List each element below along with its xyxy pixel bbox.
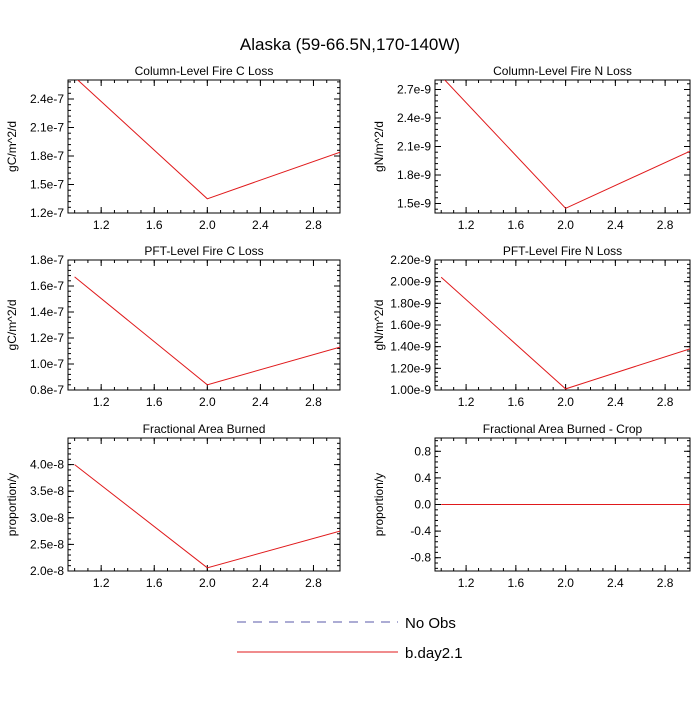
y-tick-label: 2.00e-9 [390, 275, 431, 289]
x-tick-label: 1.6 [508, 576, 525, 590]
plot-frame [67, 437, 341, 572]
y-tick-label: 2.1e-7 [30, 121, 64, 135]
x-tick-label: 2.8 [657, 218, 674, 232]
x-tick-label: 2.4 [607, 218, 624, 232]
panel-2: Column-Level Fire N Loss gN/m^2/d 1.2 1.6 2.… [372, 64, 691, 232]
y-tick-label: 2.4e-7 [30, 92, 64, 106]
x-tick-label: 2.0 [199, 218, 216, 232]
x-tick-label: 1.2 [458, 576, 475, 590]
y-tick-label: -0.4 [410, 524, 431, 538]
series-line-1 [74, 276, 340, 386]
panel-1: Column-Level Fire C Loss gC/m^2/d 1.2 1.6 2.… [5, 64, 341, 232]
y-tick-label: 1.5e-7 [30, 178, 64, 192]
y-tick-label: 3.0e-8 [30, 511, 64, 525]
panel-title: PFT-Level Fire C Loss [144, 244, 263, 258]
x-tick-label: 1.6 [146, 576, 163, 590]
y-tick-label: 1.80e-9 [390, 296, 431, 310]
plot-frame [434, 79, 691, 214]
panels: Column-Level Fire C Loss gC/m^2/d 1.2 1.6 2.… [5, 64, 691, 590]
page-title: Alaska (59-66.5N,170-140W) [240, 35, 460, 54]
legend-label-1: No Obs [405, 615, 456, 632]
x-tick-label: 1.6 [146, 218, 163, 232]
y-tick-label: 2.20e-9 [390, 253, 431, 267]
y-tick-label: 1.5e-9 [397, 197, 431, 211]
series-line-1 [444, 80, 690, 209]
y-tick-label: 2.1e-9 [397, 140, 431, 154]
x-tick-label: 2.8 [305, 395, 322, 409]
x-tick-label: 2.8 [657, 576, 674, 590]
panel-3: PFT-Level Fire C Loss gC/m^2/d 1.2 1.6 2.0 2.… [5, 244, 341, 409]
x-tick-label: 2.8 [305, 576, 322, 590]
y-axis-label: gN/m^2/d [372, 121, 386, 172]
y-axis-label: gC/m^2/d [5, 121, 19, 172]
series-line-1 [74, 464, 340, 569]
legend-label-2: b.day2.1 [405, 645, 463, 662]
panel-title: Column-Level Fire N Loss [493, 64, 632, 78]
y-tick-label: 1.2e-7 [30, 206, 64, 220]
x-tick-label: 2.0 [199, 576, 216, 590]
y-tick-label: 1.00e-9 [390, 383, 431, 397]
y-axis-label: proportion/y [372, 473, 386, 536]
x-tick-label: 2.0 [199, 395, 216, 409]
x-tick-label: 2.4 [252, 576, 269, 590]
y-tick-label: 1.20e-9 [390, 361, 431, 375]
y-tick-label: -0.8 [410, 551, 431, 565]
series-line-1 [77, 80, 340, 200]
panel-6: Fractional Area Burned - Crop proportion/… [372, 422, 691, 590]
y-tick-label: 1.4e-7 [30, 305, 64, 319]
x-tick-label: 1.2 [458, 395, 475, 409]
y-tick-label: 0.8 [414, 444, 431, 458]
series-line-1 [440, 276, 690, 390]
y-tick-label: 2.4e-9 [397, 111, 431, 125]
panel-4: PFT-Level Fire N Loss gN/m^2/d 1.2 1.6 2.0 2.… [372, 244, 691, 409]
y-tick-label: 1.6e-7 [30, 279, 64, 293]
y-tick-label: 1.0e-7 [30, 357, 64, 371]
y-tick-label: 1.2e-7 [30, 331, 64, 345]
x-tick-label: 1.6 [508, 218, 525, 232]
y-tick-label: 0.8e-7 [30, 383, 64, 397]
y-tick-label: 1.8e-7 [30, 149, 64, 163]
y-tick-label: 1.8e-7 [30, 253, 64, 267]
panel-title: Fractional Area Burned - Crop [483, 422, 643, 436]
x-tick-label: 1.2 [458, 218, 475, 232]
x-tick-label: 2.0 [557, 576, 574, 590]
x-tick-label: 2.0 [557, 218, 574, 232]
x-tick-label: 1.2 [93, 395, 110, 409]
panel-title: PFT-Level Fire N Loss [503, 244, 622, 258]
y-tick-label: 1.8e-9 [397, 168, 431, 182]
legend: No Obs b.day2.1 [237, 615, 463, 662]
y-tick-label: 1.40e-9 [390, 340, 431, 354]
x-tick-label: 2.8 [305, 218, 322, 232]
x-tick-label: 2.4 [607, 395, 624, 409]
y-axis-label: proportion/y [5, 473, 19, 536]
panel-title: Column-Level Fire C Loss [135, 64, 274, 78]
x-tick-label: 2.4 [607, 576, 624, 590]
y-tick-label: 0.4 [414, 471, 431, 485]
plot-frame [67, 79, 341, 214]
y-tick-label: 2.5e-8 [30, 537, 64, 551]
panel-5: Fractional Area Burned proportion/y 1.2 1.6… [5, 422, 341, 590]
x-tick-label: 2.4 [252, 395, 269, 409]
y-axis-label: gC/m^2/d [5, 300, 19, 351]
y-tick-label: 3.5e-8 [30, 484, 64, 498]
x-tick-label: 2.0 [557, 395, 574, 409]
plot-frame [434, 259, 691, 391]
x-tick-label: 1.6 [146, 395, 163, 409]
x-tick-label: 2.8 [657, 395, 674, 409]
x-tick-label: 1.2 [93, 576, 110, 590]
y-axis-label: gN/m^2/d [372, 300, 386, 351]
y-tick-label: 0.0 [414, 498, 431, 512]
y-tick-label: 1.60e-9 [390, 318, 431, 332]
y-tick-label: 2.0e-8 [30, 564, 64, 578]
plot-frame [67, 259, 341, 391]
x-tick-label: 2.4 [252, 218, 269, 232]
y-tick-label: 4.0e-8 [30, 458, 64, 472]
x-tick-label: 1.6 [508, 395, 525, 409]
x-tick-label: 1.2 [93, 218, 110, 232]
panel-title: Fractional Area Burned [143, 422, 266, 436]
y-tick-label: 2.7e-9 [397, 83, 431, 97]
